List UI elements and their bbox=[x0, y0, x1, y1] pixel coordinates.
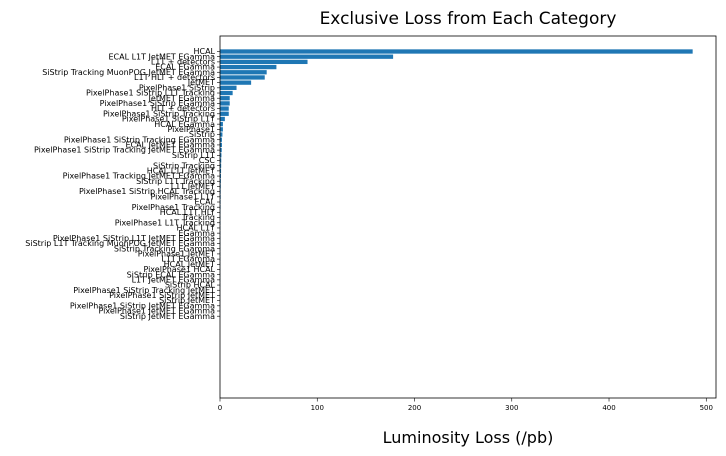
category-label-12: PixelPhase1 SiStrip Tracking bbox=[103, 109, 215, 118]
category-label-15: PixelPhase1 bbox=[168, 125, 215, 134]
category-label-47: PixelPhase1 SiStrip JetMET bbox=[109, 291, 215, 300]
category-label-45: SiStrip HCAL bbox=[165, 281, 216, 290]
category-label-6: JetMET bbox=[187, 78, 215, 87]
bar-8 bbox=[220, 90, 233, 96]
category-label-43: SiStrip ECAL EGamma bbox=[127, 270, 216, 279]
category-label-35: EGamma bbox=[178, 229, 215, 238]
bar-9 bbox=[220, 96, 230, 101]
category-label-8: PixelPhase1 SiStrip L1T Tracking bbox=[86, 89, 215, 98]
category-label-1: ECAL L1T JetMET EGamma bbox=[108, 52, 215, 61]
x-tick-label-2: 200 bbox=[408, 404, 421, 412]
category-label-32: Tracking bbox=[181, 213, 215, 222]
category-label-28: PixelPhase1 L1T bbox=[151, 192, 216, 201]
bar-6 bbox=[220, 80, 252, 85]
category-label-30: PixelPhase1 Tracking bbox=[132, 203, 215, 212]
category-label-4: SiStrip Tracking MuonPOG JetMET EGamma bbox=[42, 68, 215, 77]
bar-22 bbox=[220, 163, 222, 168]
bar-1 bbox=[220, 54, 394, 59]
x-tick-label-5: 500 bbox=[700, 404, 713, 412]
category-label-17: PixelPhase1 SiStrip Tracking EGamma bbox=[64, 135, 215, 144]
category-label-9: JetMET EGamma bbox=[148, 94, 216, 103]
bar-21 bbox=[220, 158, 222, 163]
category-label-49: PixelPhase1 SiStrip JetMET EGamma bbox=[70, 301, 215, 310]
category-label-34: HCAL L1T bbox=[176, 224, 215, 233]
bar-7 bbox=[220, 85, 237, 90]
bars-group bbox=[220, 49, 693, 319]
category-label-44: L1T JetMET EGamma bbox=[132, 275, 216, 284]
category-label-7: PixelPhase1 SiStrip bbox=[139, 83, 215, 92]
category-label-26: L1T JetMET bbox=[171, 182, 215, 191]
bar-10 bbox=[220, 101, 230, 106]
category-label-20: SiStrip L1T bbox=[172, 151, 215, 160]
chart-title: Exclusive Loss from Each Category bbox=[320, 9, 617, 29]
bar-19 bbox=[220, 147, 222, 153]
bar-18 bbox=[220, 142, 222, 148]
category-label-2: L1T + detectors bbox=[151, 57, 215, 66]
x-axis-ticks: 0 100 200 300 400 500 bbox=[218, 398, 713, 412]
x-tick-label-4: 400 bbox=[602, 404, 615, 412]
bar-17 bbox=[220, 137, 222, 142]
category-label-13: PixelPhase1 SiStrip L1T bbox=[122, 115, 215, 124]
category-label-37: SiStrip L1T Tracking MuonPOG JetMET EGam… bbox=[25, 239, 215, 248]
category-label-11: HLT + detectors bbox=[151, 104, 215, 113]
bar-24 bbox=[220, 173, 221, 179]
x-tick-label-0: 0 bbox=[218, 404, 222, 412]
x-tick-label-3: 300 bbox=[505, 404, 518, 412]
category-label-18: ECAL JetMET EGamma bbox=[125, 141, 215, 150]
category-label-25: SiStrip L1T Tracking bbox=[136, 177, 215, 186]
bar-25 bbox=[220, 179, 221, 184]
category-label-36: PixelPhase1 SiStrip L1T JetMET EGamma bbox=[53, 234, 215, 243]
category-label-22: SiStrip Tracking bbox=[153, 161, 215, 170]
bar-16 bbox=[220, 132, 223, 137]
bar-0 bbox=[220, 49, 693, 54]
category-label-42: PixelPhase1 HCAL bbox=[143, 265, 215, 274]
category-label-40: L1T EGamma bbox=[161, 255, 215, 264]
category-label-33: PixelPhase1 L1T Tracking bbox=[115, 218, 215, 227]
bar-3 bbox=[220, 64, 277, 70]
category-label-51: SiStrip JetMET EGamma bbox=[120, 312, 215, 321]
bar-12 bbox=[220, 111, 229, 116]
category-label-50: PixelPhase1 JetMET EGamma bbox=[99, 307, 216, 316]
bar-23 bbox=[220, 168, 222, 174]
category-label-3: ECAL EGamma bbox=[155, 63, 215, 72]
bar-2 bbox=[220, 59, 308, 65]
category-label-24: PixelPhase1 Tracking JetMET EGamma bbox=[63, 172, 215, 181]
bar-13 bbox=[220, 116, 225, 122]
x-tick-label-1: 100 bbox=[311, 404, 324, 412]
x-axis-label: Luminosity Loss (/pb) bbox=[383, 428, 554, 447]
bar-14 bbox=[220, 122, 223, 127]
bar-20 bbox=[220, 153, 222, 158]
bar-15 bbox=[220, 127, 223, 132]
category-label-27: PixelPhase1 SiStrip HCAL Tracking bbox=[79, 187, 215, 196]
category-label-39: PixelPhase1 JetMET bbox=[138, 250, 215, 259]
category-label-10: PixelPhase1 SiStrip EGamma bbox=[100, 99, 215, 108]
category-label-16: SiStrip bbox=[189, 130, 215, 139]
bar-4 bbox=[220, 70, 267, 75]
category-label-31: HCAL L1T HLT bbox=[160, 208, 215, 217]
category-label-29: ECAL bbox=[194, 198, 215, 207]
bar-5 bbox=[220, 75, 265, 80]
plot-frame bbox=[219, 35, 717, 399]
category-label-46: PixelPhase1 SiStrip Tracking JetMET bbox=[73, 286, 215, 295]
category-label-23: HCAL L1T JetMET bbox=[147, 166, 215, 175]
category-label-21: CSC bbox=[199, 156, 216, 165]
category-label-19: PixelPhase1 SiStrip Tracking JetMET EGam… bbox=[34, 146, 215, 155]
category-label-38: SiStrip Tracking EGamma bbox=[114, 244, 215, 253]
category-label-0: HCAL bbox=[193, 47, 215, 56]
category-label-14: HCAL EGamma bbox=[154, 120, 215, 129]
category-label-41: HCAL JetMET bbox=[164, 260, 215, 269]
category-label-5: L1T HLT + detectors bbox=[134, 73, 215, 82]
category-label-48: SiStrip JetMET bbox=[159, 296, 215, 305]
bar-11 bbox=[220, 106, 229, 111]
